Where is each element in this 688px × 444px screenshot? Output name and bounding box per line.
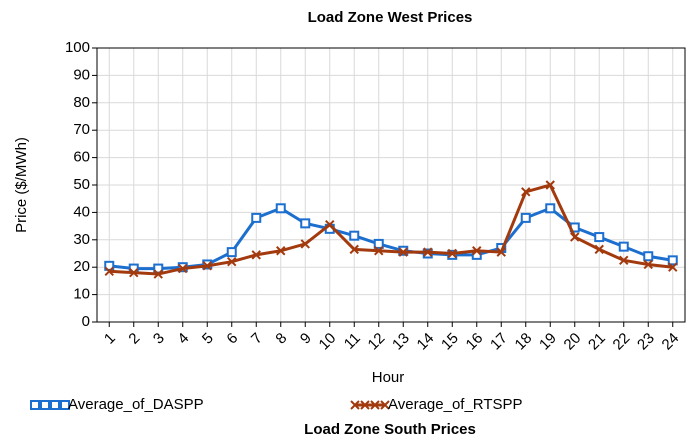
data-point [349, 230, 360, 241]
data-point [472, 246, 482, 256]
legend-label: Average_of_DASPP [68, 396, 204, 413]
plot-frame [96, 47, 686, 323]
y-tick-label: 10 [73, 286, 90, 303]
y-tick-label: 40 [73, 203, 90, 220]
x-tick-label: 12 [365, 330, 389, 354]
data-point [275, 203, 286, 214]
y-tick-label: 30 [73, 231, 90, 248]
data-point [521, 187, 531, 197]
x-tick-label: 5 [199, 330, 217, 348]
data-point [226, 247, 237, 258]
data-point [178, 263, 188, 274]
data-point [276, 246, 286, 256]
legend-marker [30, 400, 40, 410]
y-tick-label: 20 [73, 258, 90, 275]
data-point [520, 212, 531, 223]
data-point [104, 266, 114, 277]
x-tick-label: 19 [536, 330, 560, 354]
legend-marker [380, 400, 390, 410]
x-tick-label: 21 [585, 330, 609, 354]
x-tick-label: 16 [463, 330, 487, 354]
y-axis-label: Price ($/MWh) [13, 137, 30, 233]
data-point [373, 238, 384, 249]
data-point [374, 246, 384, 256]
data-point [545, 203, 556, 214]
data-point [619, 255, 629, 266]
x-tick-label: 14 [414, 330, 438, 354]
legend-marker [360, 400, 370, 410]
y-tick-label: 0 [82, 313, 90, 330]
legend-label: Average_of_RTSPP [388, 396, 523, 413]
data-point [643, 251, 654, 262]
y-tick-label: 80 [73, 94, 90, 111]
data-point [423, 247, 433, 257]
y-tick-label: 90 [73, 66, 90, 83]
data-point [300, 239, 310, 249]
data-point [349, 244, 359, 255]
x-tick-label: 7 [248, 330, 266, 348]
legend-marker [60, 400, 70, 410]
x-tick-label: 18 [512, 330, 536, 354]
y-tick-label: 50 [73, 176, 90, 193]
x-tick-label: 20 [561, 330, 585, 354]
data-point [202, 261, 212, 271]
x-tick-label: 9 [297, 330, 315, 348]
x-tick-label: 17 [487, 330, 511, 354]
series-line [109, 206, 673, 271]
data-point [570, 232, 580, 242]
data-point [227, 257, 237, 267]
legend-marker [350, 400, 360, 410]
x-tick-label: 2 [125, 330, 143, 348]
chart-title: Load Zone South Prices [304, 421, 476, 438]
data-point [300, 218, 311, 229]
data-point [618, 241, 629, 252]
data-point [643, 259, 653, 270]
data-point [129, 267, 139, 278]
data-point [104, 260, 115, 271]
data-point [398, 247, 408, 257]
y-tick-label: 100 [65, 39, 90, 56]
data-point [667, 255, 678, 266]
y-tick-label: 60 [73, 149, 90, 166]
data-point [594, 232, 605, 243]
x-tick-label: 4 [174, 330, 192, 348]
data-point [153, 269, 163, 279]
x-tick-label: 11 [341, 330, 364, 353]
x-tick-label: 8 [272, 330, 290, 348]
x-tick-label: 22 [610, 330, 634, 354]
x-tick-label: 1 [101, 330, 119, 348]
data-point [545, 180, 555, 190]
series-line [109, 183, 673, 276]
data-point [251, 250, 261, 260]
x-tick-label: 10 [316, 330, 340, 354]
data-point [668, 262, 678, 272]
y-tick-label: 70 [73, 121, 90, 138]
x-tick-label: 23 [634, 330, 658, 354]
x-tick-label: 6 [223, 330, 241, 348]
data-point [325, 220, 335, 230]
data-point [251, 212, 262, 223]
x-tick-label: 15 [438, 330, 462, 354]
x-axis-label: Hour [372, 369, 405, 386]
data-point [496, 247, 506, 257]
legend-marker [40, 400, 50, 410]
data-point [594, 244, 604, 255]
x-tick-label: 13 [389, 330, 413, 354]
legend-marker [370, 400, 380, 410]
x-tick-label: 24 [659, 330, 683, 354]
data-point [447, 248, 457, 259]
legend-marker [50, 400, 60, 410]
chart-title: Load Zone West Prices [308, 9, 473, 26]
x-tick-label: 3 [150, 330, 168, 348]
